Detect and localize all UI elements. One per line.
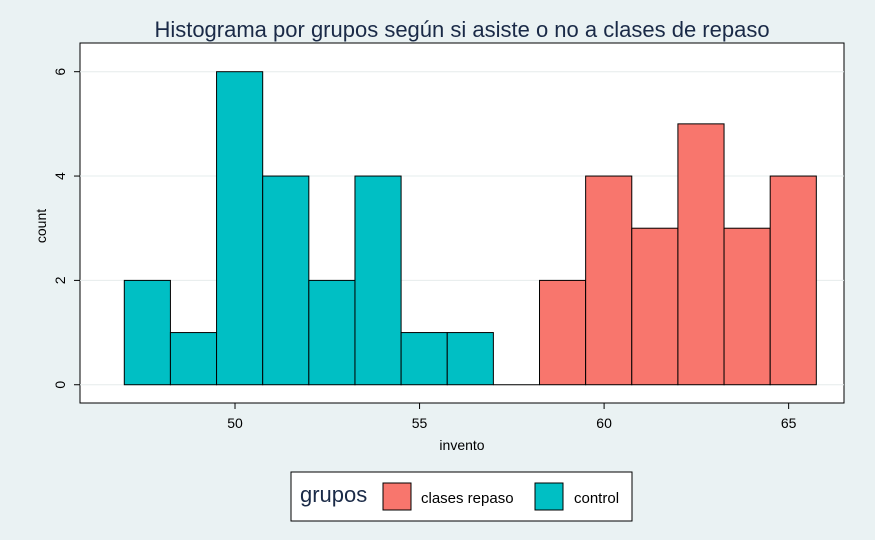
histogram-bars — [123, 71, 817, 386]
legend: grupos clases repaso control — [290, 471, 633, 522]
x-axis-title: invento — [439, 437, 484, 453]
x-tick-label-50: 50 — [227, 415, 243, 431]
bar-control-1 — [169, 332, 218, 386]
x-tick-label-65: 65 — [781, 415, 797, 431]
y-axis-title: count — [33, 209, 49, 243]
bar-control-0 — [123, 279, 171, 386]
bar-clases-repaso-4 — [723, 227, 771, 386]
bar-control-6 — [400, 332, 448, 386]
x-axis: 50 55 60 65 — [227, 403, 797, 431]
chart-title: Histograma por grupos según si asiste o … — [154, 17, 769, 42]
legend-swatch-clases-repaso — [382, 482, 412, 511]
legend-swatch-control — [534, 482, 564, 511]
bar-clases-repaso-2 — [631, 227, 679, 386]
y-axis: 0 2 4 6 — [52, 68, 80, 389]
bar-clases-repaso-1 — [585, 175, 633, 386]
x-tick-label-60: 60 — [596, 415, 612, 431]
y-tick-label-2: 2 — [52, 276, 68, 284]
bar-clases-repaso-5 — [769, 175, 817, 386]
y-tick-label-6: 6 — [52, 68, 68, 76]
bar-control-2 — [216, 71, 264, 386]
x-tick-label-55: 55 — [412, 415, 428, 431]
bar-control-4 — [308, 279, 356, 386]
bar-control-3 — [262, 175, 310, 386]
y-tick-label-4: 4 — [52, 172, 68, 180]
legend-label-control: control — [574, 490, 619, 507]
legend-box — [290, 471, 633, 522]
bar-clases-repaso-3 — [677, 123, 725, 386]
bar-clases-repaso-0 — [539, 279, 587, 386]
legend-title: grupos — [300, 482, 367, 507]
bar-control-5 — [354, 175, 402, 386]
bar-control-7 — [446, 332, 494, 386]
legend-label-clases-repaso: clases repaso — [421, 490, 514, 507]
y-tick-label-0: 0 — [52, 381, 68, 389]
